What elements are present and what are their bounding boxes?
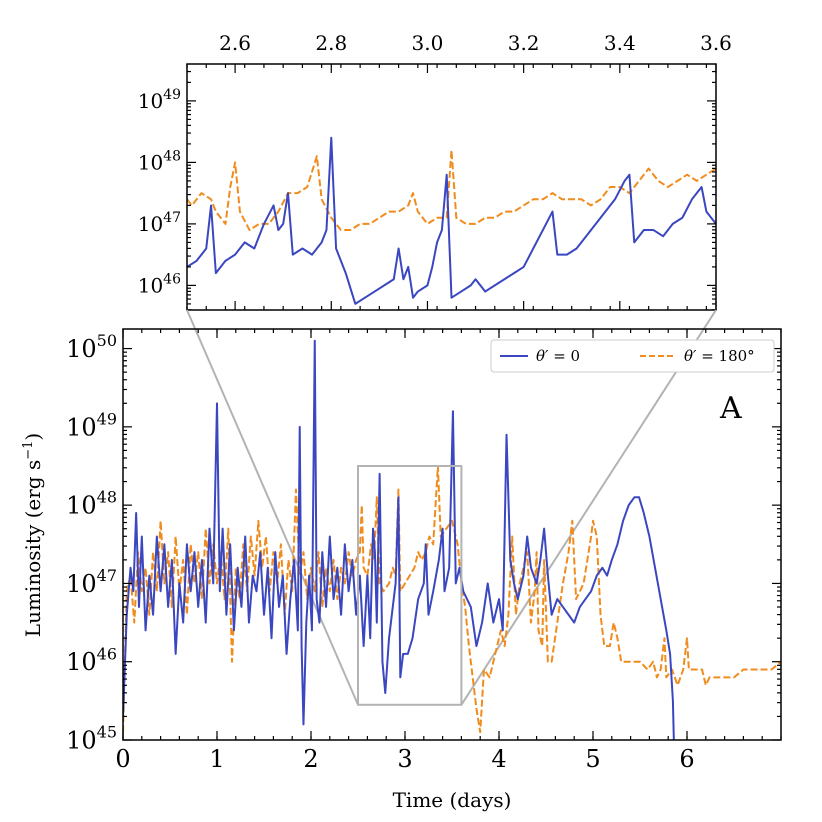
inset-xtick-label: 2.8 [315, 31, 347, 55]
x-axis-label: Time (days) [393, 788, 512, 812]
main-xtick-label: 6 [679, 745, 694, 773]
legend: θ′ = 0 θ′ = 180° [490, 339, 775, 373]
main-xtick-label: 2 [303, 745, 318, 773]
main-ytick-label: 1050 [66, 331, 117, 363]
main-ytick-label: 1049 [66, 409, 117, 441]
inset-ytick-label: 1048 [138, 148, 181, 174]
main-ytick-label: 1045 [66, 723, 117, 755]
main-xtick-label: 1 [209, 745, 224, 773]
main-xtick-label: 0 [115, 745, 130, 773]
main-ytick-label: 1047 [66, 566, 117, 598]
main-series-theta0-line [123, 339, 675, 740]
inset-panel: 2.6 2.8 3.0 3.2 3.4 3.6 1046 1047 1048 1049 [138, 31, 732, 311]
inset-xtick-label: 3.4 [604, 31, 636, 55]
inset-series-theta180-line [187, 149, 716, 232]
main-ytick-label: 1048 [66, 488, 117, 520]
inset-ytick-label: 1049 [138, 87, 181, 113]
main-xtick-label: 5 [585, 745, 600, 773]
legend-label-theta180: θ′ = 180° [684, 347, 755, 365]
panel-letter: A [719, 391, 742, 426]
main-xtick-label: 4 [491, 745, 506, 773]
main-ytick-label: 1046 [66, 644, 117, 676]
main-frame [122, 328, 782, 741]
inset-xtick-label: 3.2 [508, 31, 540, 55]
zoom-box [357, 465, 463, 706]
inset-xtick-label: 3.6 [700, 31, 732, 55]
inset-xtick-label: 3.0 [412, 31, 444, 55]
main-plot-area [123, 339, 781, 740]
main-panel: 0 1 2 3 4 5 6 1045 1046 1047 1048 1049 1050 A θ′ = 0… [21, 328, 782, 812]
inset-series-theta0-line [187, 136, 716, 305]
inset-axes: 2.6 2.8 3.0 3.2 3.4 3.6 1046 1047 1048 1049 [138, 31, 732, 311]
inset-ytick-label: 1046 [138, 271, 181, 297]
legend-box [490, 339, 775, 373]
legend-label-theta0: θ′ = 0 [536, 347, 580, 365]
main-xtick-label: 3 [397, 745, 412, 773]
inset-xtick-label: 2.6 [219, 31, 251, 55]
inset-plot-area [187, 136, 716, 305]
inset-ytick-label: 1047 [138, 210, 181, 236]
connector-left [186, 309, 359, 706]
main-series-theta180-line [123, 465, 781, 734]
y-axis-label: Luminosity (erg s−1) [21, 433, 45, 637]
